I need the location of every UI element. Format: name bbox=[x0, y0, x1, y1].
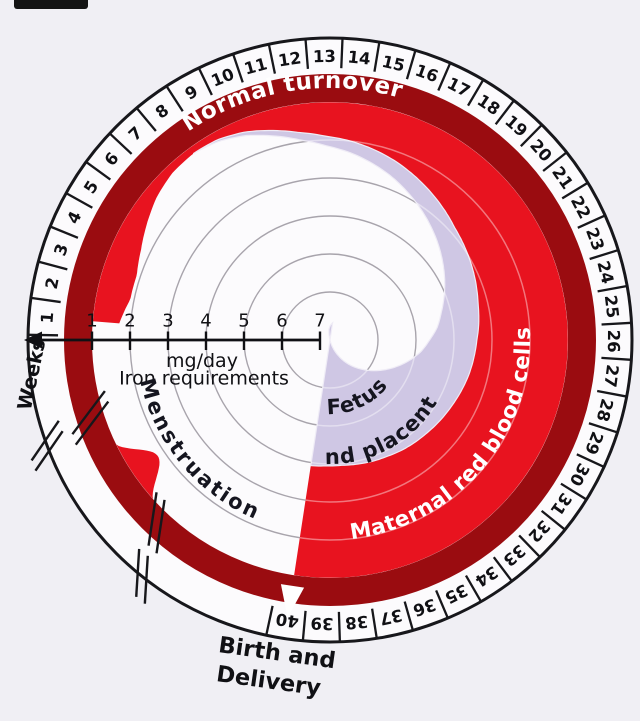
week-label: 26 bbox=[604, 330, 623, 353]
week-tick bbox=[494, 99, 515, 125]
axis-tick-label: 1 bbox=[86, 311, 97, 332]
week-tick bbox=[340, 38, 344, 69]
break-mark bbox=[74, 400, 110, 446]
week-label: 1 bbox=[37, 311, 57, 324]
week-tick bbox=[38, 260, 68, 271]
menstruation-bump bbox=[114, 444, 160, 501]
axis-unit-label: mg/day bbox=[166, 350, 238, 372]
week-tick bbox=[28, 333, 59, 337]
week-label: 40 bbox=[274, 609, 300, 631]
week-tick bbox=[403, 601, 415, 631]
week-tick bbox=[588, 422, 618, 434]
axis-tick-label: 4 bbox=[200, 311, 211, 332]
week-tick bbox=[542, 151, 568, 172]
week-tick bbox=[267, 44, 277, 74]
week-tick bbox=[518, 534, 541, 558]
week-tick bbox=[601, 321, 632, 326]
week-tick bbox=[435, 589, 449, 619]
week-tick bbox=[540, 509, 566, 531]
week-tick bbox=[560, 482, 588, 501]
axis-tick-label: 7 bbox=[314, 311, 325, 332]
week-tick bbox=[135, 107, 157, 132]
break-mark bbox=[143, 555, 149, 604]
week-tick bbox=[370, 608, 378, 639]
fetus-placenta-area bbox=[192, 129, 480, 467]
week-tick bbox=[589, 248, 619, 261]
week-label: 14 bbox=[347, 47, 372, 68]
axis-tick-label: 2 bbox=[124, 311, 135, 332]
week-tick bbox=[596, 389, 627, 398]
break-mark bbox=[34, 430, 64, 472]
week-tick bbox=[467, 79, 485, 107]
break-mark bbox=[135, 548, 141, 597]
week-tick bbox=[520, 123, 543, 147]
week-tick bbox=[373, 41, 381, 72]
week-tick bbox=[197, 67, 213, 96]
week-label: 25 bbox=[601, 294, 623, 319]
week-label: 37 bbox=[378, 605, 405, 628]
break-mark bbox=[147, 492, 158, 546]
week-tick bbox=[304, 38, 310, 69]
axis-tick-label: 3 bbox=[162, 311, 173, 332]
maternal-rbc-area bbox=[92, 102, 568, 578]
week-tick bbox=[464, 574, 482, 603]
week-label: 12 bbox=[277, 48, 302, 70]
break-mark bbox=[71, 390, 106, 435]
week-tick bbox=[301, 610, 307, 641]
week-tick bbox=[165, 85, 184, 112]
week-tick bbox=[85, 160, 112, 181]
week-tick bbox=[405, 50, 417, 80]
week-label: 3 bbox=[50, 241, 72, 258]
break-marks bbox=[30, 390, 166, 604]
birth-marker-icon bbox=[280, 584, 305, 618]
week-tick bbox=[232, 53, 244, 83]
week-tick bbox=[576, 453, 605, 468]
week-tick bbox=[30, 296, 61, 304]
week-label: 13 bbox=[313, 47, 336, 66]
top-edge-artifact bbox=[14, 0, 88, 9]
week-tick bbox=[561, 181, 589, 200]
axis-title-label: Iron requirements bbox=[119, 368, 289, 390]
axis-tick-label: 5 bbox=[238, 311, 249, 332]
week-tick bbox=[492, 556, 513, 582]
week-tick bbox=[49, 225, 79, 239]
week-tick bbox=[597, 284, 628, 293]
week-label: 38 bbox=[344, 612, 369, 633]
axis-arrow-icon bbox=[24, 331, 42, 349]
week-tick bbox=[337, 611, 342, 642]
axis-tick-label: 6 bbox=[276, 311, 287, 332]
week-label: 24 bbox=[593, 259, 617, 286]
break-mark bbox=[30, 420, 60, 462]
week-label: 39 bbox=[310, 614, 333, 634]
week-tick bbox=[265, 605, 274, 636]
week-label: 27 bbox=[600, 363, 622, 388]
week-tick bbox=[108, 132, 133, 155]
week-tick bbox=[437, 62, 452, 91]
week-label: 2 bbox=[42, 276, 63, 291]
week-tick bbox=[577, 214, 606, 229]
week-tick bbox=[601, 356, 632, 361]
week-tick bbox=[65, 192, 93, 209]
week-label: 15 bbox=[380, 52, 407, 76]
break-mark bbox=[155, 499, 166, 554]
